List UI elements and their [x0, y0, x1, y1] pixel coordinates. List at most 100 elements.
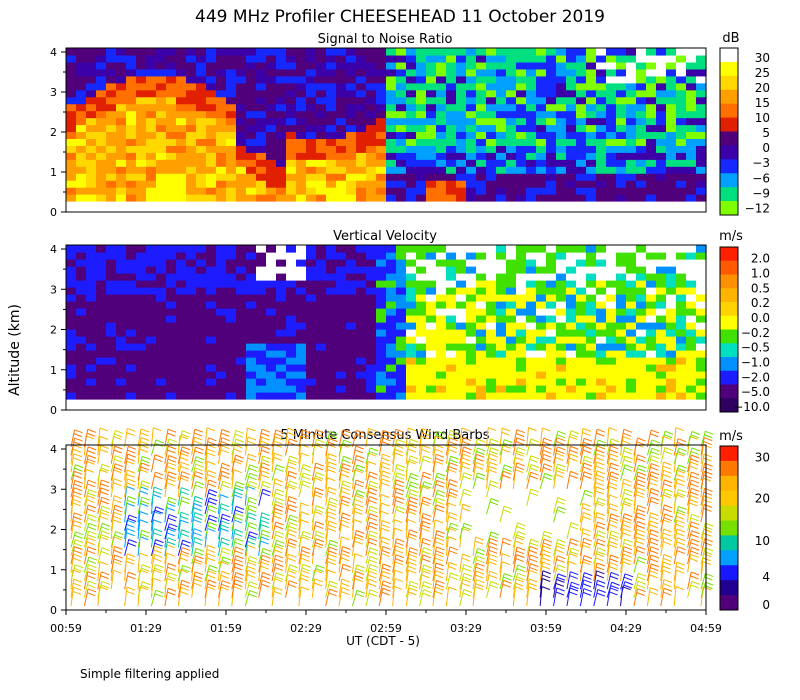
colorbar-swatch	[720, 48, 738, 63]
wind-barb	[150, 519, 162, 540]
snr-cell	[466, 131, 477, 140]
snr-cell	[226, 124, 237, 133]
vv-cell	[476, 273, 487, 281]
snr-cell	[486, 145, 497, 153]
snr-cell	[636, 145, 647, 153]
vv-cell	[226, 287, 237, 295]
snr-cell	[616, 96, 627, 105]
snr-cell	[286, 124, 297, 133]
vv-cell	[286, 294, 297, 302]
vv-cell	[256, 294, 267, 302]
snr-cell	[406, 110, 417, 119]
snr-cell	[566, 166, 577, 174]
wind-barb	[258, 462, 271, 481]
snr-cell	[566, 152, 577, 160]
wind-barb	[231, 429, 244, 448]
vv-cell	[436, 336, 447, 344]
vv-cell	[376, 266, 387, 274]
snr-cell	[176, 61, 187, 70]
wind-barb	[459, 578, 471, 598]
snr-cell	[96, 131, 107, 140]
vv-cell	[686, 378, 697, 386]
snr-cell	[386, 96, 397, 105]
snr-cell	[486, 166, 497, 174]
vv-cell	[596, 252, 607, 260]
snr-cell	[536, 138, 547, 146]
vv-cell	[106, 336, 117, 344]
wind-barb	[284, 495, 298, 515]
vv-cell	[376, 252, 387, 260]
wind-barb	[687, 431, 701, 448]
snr-heatmap	[66, 48, 707, 202]
wind-barb	[620, 464, 634, 481]
vv-cell	[586, 315, 597, 323]
wind-barb	[378, 437, 391, 456]
snr-cell	[476, 68, 487, 77]
vv-cell	[676, 287, 687, 295]
vv-cell	[506, 392, 517, 400]
vv-cell	[226, 259, 237, 267]
snr-cell	[466, 138, 477, 146]
snr-cell	[416, 166, 427, 174]
wind-barb	[673, 488, 687, 506]
snr-cell	[456, 75, 467, 84]
vv-cell	[316, 357, 327, 365]
snr-cell	[396, 61, 407, 70]
snr-cell	[526, 124, 537, 133]
colorbar-swatch	[720, 580, 738, 596]
vv-cell	[476, 336, 487, 344]
vv-cell	[466, 280, 477, 288]
vv-cell	[476, 294, 487, 302]
snr-cell	[556, 82, 567, 91]
vv-cell	[196, 378, 207, 386]
wind-barb	[579, 502, 591, 523]
snr-cell	[366, 187, 377, 195]
wind-barb	[150, 471, 164, 489]
vv-cell	[346, 273, 357, 281]
wind-barb	[486, 447, 499, 464]
vv-cell	[146, 280, 157, 288]
vv-cell	[116, 301, 127, 309]
vv-cell	[436, 308, 447, 316]
vv-cell	[586, 301, 597, 309]
vv-cell	[596, 385, 607, 393]
vv-cell	[246, 315, 257, 323]
snr-cell	[106, 82, 117, 91]
snr-cell	[566, 131, 577, 140]
vv-cell	[436, 294, 447, 302]
vv-cell	[76, 308, 87, 316]
snr-cell	[476, 82, 487, 91]
vv-cell	[166, 252, 177, 260]
snr-cell	[196, 96, 207, 105]
vv-cell	[96, 336, 107, 344]
vv-cell	[246, 273, 257, 281]
wind-barb	[445, 546, 459, 565]
vv-cell	[186, 357, 197, 365]
vv-cell	[606, 378, 617, 386]
snr-cell	[526, 138, 537, 146]
vv-cell	[256, 322, 267, 330]
vv-cell	[306, 350, 317, 358]
snr-cell	[236, 54, 247, 63]
snr-cell	[416, 82, 427, 91]
vv-cell	[636, 336, 647, 344]
vv-cell	[376, 378, 387, 386]
vv-cell	[496, 273, 507, 281]
snr-cell	[76, 54, 87, 63]
vv-cell	[206, 385, 217, 393]
snr-cell	[546, 110, 557, 119]
vv-cell	[256, 308, 267, 316]
vv-colorbar: 2.01.00.50.20.0−0.2−0.5−1.0−2.0−5.0−10.0	[719, 246, 770, 414]
snr-cell	[466, 68, 477, 77]
wind-barb	[97, 530, 110, 548]
snr-cell	[546, 138, 557, 146]
vv-cell	[356, 385, 367, 393]
wind-barb	[231, 528, 244, 548]
vv-cell	[566, 322, 577, 330]
snr-cell	[196, 82, 207, 91]
snr-cell	[266, 96, 277, 105]
snr-cell	[426, 48, 437, 56]
wind-barb	[579, 471, 593, 489]
vv-cell	[486, 315, 497, 323]
vv-cell	[416, 336, 427, 344]
